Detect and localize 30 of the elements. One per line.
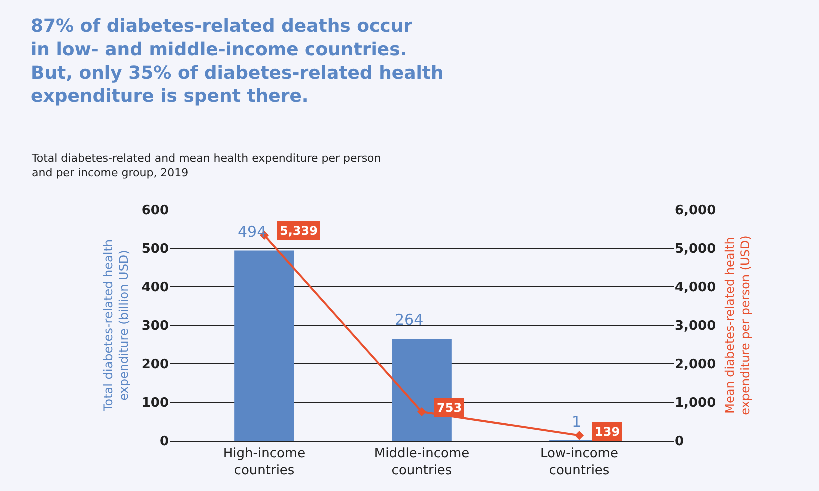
y-tick-label: 400 <box>142 280 169 296</box>
y2-tick-label: 4,000 <box>675 280 716 296</box>
y-axis-title: Total diabetes-related health expenditure (billion USD) <box>102 239 132 413</box>
data-label: 264 <box>395 311 424 329</box>
y-tick-label: 100 <box>142 396 169 412</box>
point <box>574 431 584 440</box>
data-label: 5,339 <box>280 224 318 238</box>
bar <box>234 250 294 441</box>
y2-tick-label: 2,000 <box>675 358 716 373</box>
data-label: 1 <box>572 413 582 431</box>
chart-subtitle: Total diabetes-related and mean health expenditure per person and per income group, 2019 <box>31 152 382 180</box>
data-label: 139 <box>595 425 620 439</box>
y2-tick-label: 3,000 <box>675 319 716 334</box>
y-tick-label: 300 <box>142 319 169 334</box>
y2-tick-label: 0 <box>675 434 684 450</box>
y2-tick-label: 1,000 <box>675 396 716 412</box>
data-label: 494 <box>238 223 267 241</box>
y-tick-label: 0 <box>160 434 169 450</box>
x-tick-label: Low-income countries <box>540 446 618 478</box>
y2-tick-label: 6,000 <box>675 204 716 219</box>
data-label: 753 <box>437 401 462 415</box>
chart-title: 87% of diabetes-related deaths occur in low- and middle-income countries. But, only 35% of diabetes-related health expenditure is spent there. <box>31 16 444 108</box>
y-tick-label: 200 <box>142 358 169 373</box>
x-tick-label: Middle-income countries <box>374 446 470 478</box>
x-tick-label: High-income countries <box>223 446 306 478</box>
y2-tick-label: 5,000 <box>675 242 716 258</box>
point <box>417 407 427 417</box>
y2-axis-title: Mean diabetes-related health expenditure per person (USD) <box>723 236 753 416</box>
y-tick-label: 600 <box>142 204 169 219</box>
y-tick-label: 500 <box>142 242 169 258</box>
